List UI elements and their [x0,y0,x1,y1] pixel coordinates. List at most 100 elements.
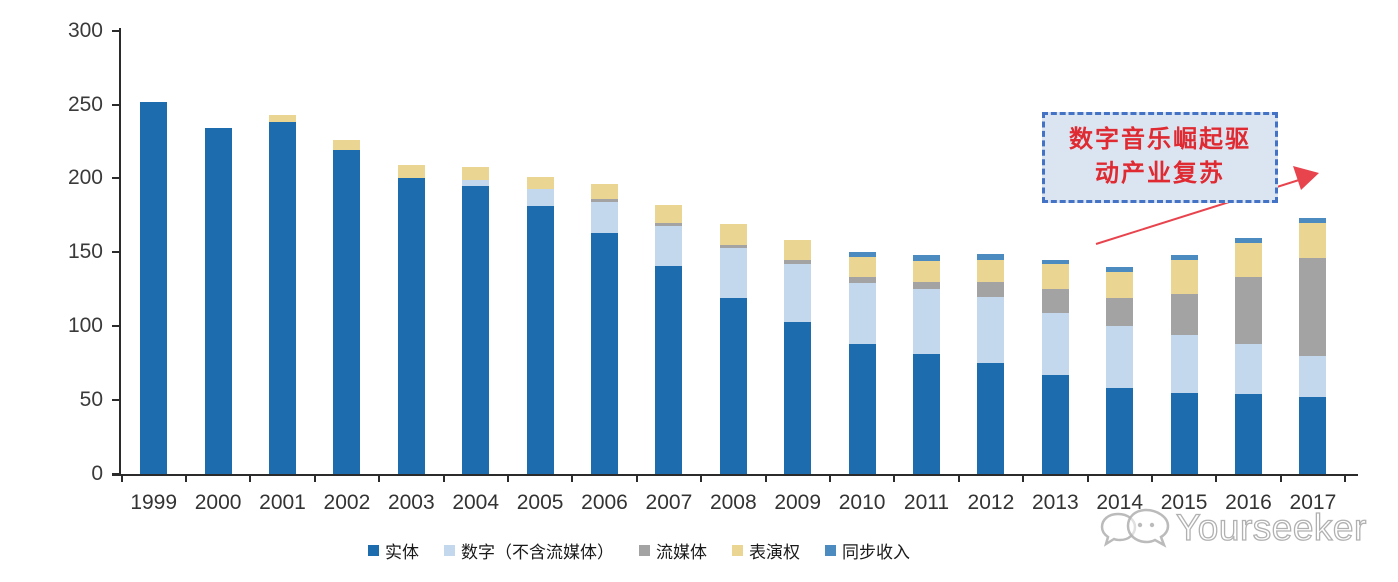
y-axis-tick-label: 300 [67,18,103,42]
bar-segment-流媒体 [1041,289,1069,313]
bar-segment-同步收入 [1106,267,1134,272]
bar-segment-流媒体 [913,281,940,290]
legend-label: 同步收入 [842,543,910,563]
legend-marker-icon [825,545,836,556]
annotation-text-line1: 数字音乐崛起驱 [1069,124,1251,153]
legend-item: 表演权 [732,538,800,563]
x-axis-tick [893,474,896,482]
bar-segment-数字（不含流媒体） [1170,335,1198,393]
annotation-callout: 数字音乐崛起驱 动产业复苏 [1042,112,1278,203]
watermark-text: Yourseeker [1175,506,1367,548]
bar-segment-实体 [333,150,361,474]
bar-segment-数字（不含流媒体） [1106,326,1134,389]
x-axis-tick-label: 2004 [452,491,500,514]
bar-segment-实体 [526,206,554,474]
x-axis-tick [442,474,445,482]
bar-segment-表演权 [526,176,554,189]
bar-segment-表演权 [462,166,490,180]
bar-segment-同步收入 [1170,255,1198,260]
bar-segment-实体 [655,265,683,474]
legend-item: 实体 [368,538,419,563]
bar-segment-数字（不含流媒体） [977,296,1005,364]
y-axis-tick [112,473,120,475]
bar-segment-数字（不含流媒体） [462,179,490,186]
legend-marker-icon [639,545,650,556]
x-axis-tick-label: 2008 [709,491,757,514]
bar-segment-流媒体 [1106,298,1134,327]
bar-segment-流媒体 [784,259,812,265]
x-axis-tick [313,474,316,482]
bar-segment-实体 [1299,397,1327,474]
x-axis-tick-label: 2017 [1289,491,1337,514]
bar-segment-实体 [719,298,747,474]
x-axis-tick-label: 1999 [130,491,178,514]
bar-segment-同步收入 [848,252,876,257]
bar-segment-数字（不含流媒体） [784,264,812,322]
x-axis-tick-label: 2006 [581,491,628,514]
bar-segment-实体 [1170,392,1198,474]
bar-segment-实体 [269,122,296,474]
x-axis-tick [184,474,187,482]
bar-segment-表演权 [269,114,296,123]
x-axis-tick [635,474,638,482]
x-axis-tick-label: 2001 [259,491,306,514]
annotation-text-line2: 动产业复苏 [1095,158,1225,187]
legend-label: 实体 [385,543,419,563]
bar-segment-数字（不含流媒体） [655,225,683,266]
x-axis-tick-label: 2000 [194,491,242,514]
y-axis-tick [112,177,120,180]
bar-segment-流媒体 [977,281,1005,297]
bar-segment-数字（不含流媒体） [848,283,876,344]
bar-segment-流媒体 [1170,293,1198,336]
x-axis-tick [571,474,574,482]
x-axis-tick [828,474,831,482]
x-axis-tick [1279,474,1282,482]
bar-segment-流媒体 [655,222,683,226]
bar-segment-数字（不含流媒体） [719,247,747,299]
x-axis-tick-label: 2011 [903,491,950,514]
x-axis-tick-label: 2014 [1096,491,1144,514]
y-axis-tick [112,29,120,32]
x-axis-tick [378,474,381,482]
bar-segment-实体 [1235,394,1262,474]
bar-segment-实体 [1041,374,1069,474]
bar-segment-流媒体 [1299,258,1327,356]
x-axis-line [112,474,1358,476]
legend-label: 表演权 [749,543,800,563]
bar-segment-数字（不含流媒体） [591,202,618,234]
y-axis-line [119,28,121,476]
bar-segment-表演权 [848,256,876,278]
bar-segment-表演权 [913,261,940,282]
bar-segment-表演权 [1041,264,1069,290]
bar-segment-表演权 [655,205,683,223]
legend-marker-icon [444,545,455,556]
x-axis-tick-label: 2003 [387,491,435,514]
legend-item: 同步收入 [825,538,910,563]
y-axis-tick [112,325,120,328]
bar-segment-同步收入 [1299,218,1327,223]
y-axis-tick-label: 250 [67,92,103,116]
x-axis-tick [957,474,960,482]
x-axis-tick [120,474,123,482]
x-axis-tick-label: 2013 [1031,491,1079,514]
y-axis-tick-label: 150 [67,240,103,264]
bar-segment-表演权 [591,184,618,200]
bar-segment-表演权 [333,139,361,151]
bar-segment-流媒体 [848,277,876,284]
x-axis-tick-label: 2007 [645,491,693,514]
y-axis-tick [112,251,120,254]
bar-segment-实体 [462,185,490,474]
bar-segment-表演权 [397,165,425,179]
bar-segment-实体 [140,101,168,474]
x-axis-tick-label: 2016 [1225,491,1272,514]
bar-segment-实体 [784,321,812,474]
bar-segment-数字（不含流媒体） [1041,312,1069,375]
bar-segment-实体 [397,178,425,474]
bar-segment-表演权 [1170,259,1198,294]
legend-marker-icon [732,545,743,556]
x-axis-tick [1022,474,1025,482]
x-axis-tick [700,474,703,482]
x-axis-tick [764,474,767,482]
bar-segment-表演权 [1106,271,1134,299]
